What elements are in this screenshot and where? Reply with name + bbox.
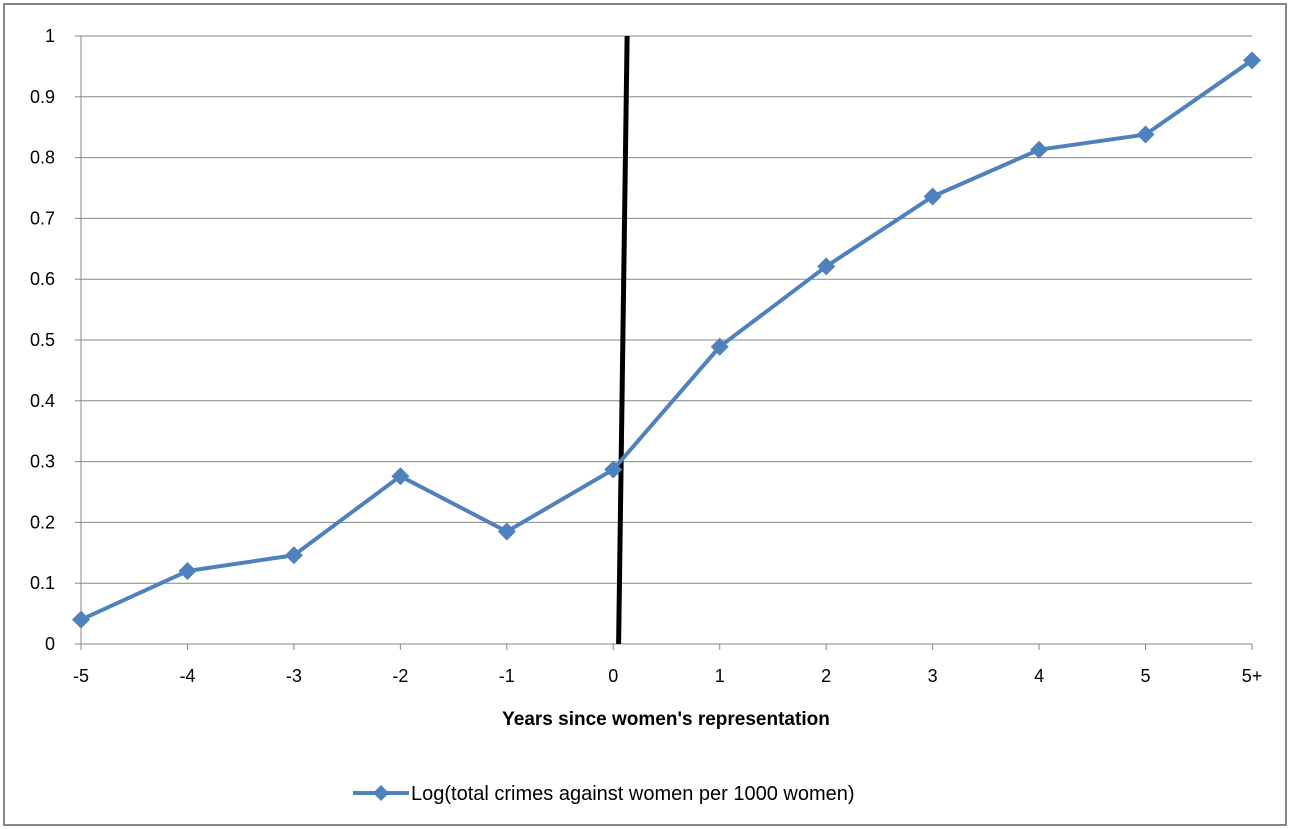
x-tick-label: -1 — [499, 666, 515, 686]
x-tick-label: -2 — [392, 666, 408, 686]
x-tick-label: -5 — [73, 666, 89, 686]
x-tick-label: 2 — [821, 666, 831, 686]
series-layer — [72, 51, 1261, 629]
legend: Log(total crimes against women per 1000 … — [353, 783, 855, 805]
reference-line — [616, 35, 630, 645]
y-tick-label: 0.3 — [30, 452, 55, 472]
y-tick-label: 0.4 — [30, 391, 55, 411]
data-point-marker — [284, 546, 303, 565]
chart-frame — [3, 3, 1287, 826]
x-tick-label: 5+ — [1242, 666, 1263, 686]
y-tick-label: 0.5 — [30, 330, 55, 350]
gridlines — [81, 35, 1252, 584]
legend-series-label: Log(total crimes against women per 1000 … — [411, 783, 855, 805]
y-tick-label: 0.7 — [30, 208, 55, 228]
data-point-marker — [178, 562, 197, 581]
y-tick-label: 0.1 — [30, 573, 55, 593]
x-tick-label: 0 — [608, 666, 618, 686]
tick-labels: 0 0.1 0.2 0.3 0.4 0.5 0.6 0.7 0.8 0.9 1 -5 -4 -3 -2 -1 0… — [30, 26, 1262, 686]
x-tick-label: -4 — [179, 666, 195, 686]
x-tick-label: 3 — [928, 666, 938, 686]
legend-series-marker — [373, 785, 389, 801]
data-point-marker — [604, 460, 623, 479]
y-tick-label: 0.9 — [30, 87, 55, 107]
x-tick-label: 5 — [1141, 666, 1151, 686]
series-line — [80, 58, 1254, 622]
data-point-marker — [72, 610, 90, 629]
x-tick-label: -3 — [286, 666, 302, 686]
data-point-marker — [710, 337, 729, 356]
y-tick-label: 0.8 — [30, 148, 55, 168]
data-point-marker — [497, 522, 516, 541]
x-tick-label: 1 — [715, 666, 725, 686]
y-tick-label: 0.6 — [30, 269, 55, 289]
data-point-marker — [391, 467, 410, 486]
y-tick-label: 0.2 — [30, 512, 55, 532]
data-point-marker — [1136, 125, 1155, 144]
data-point-marker — [1030, 140, 1049, 159]
axes — [75, 35, 1253, 650]
y-tick-label: 0 — [45, 634, 55, 654]
reference-line-layer — [616, 35, 630, 645]
data-point-marker — [817, 257, 836, 276]
y-tick-label: 1 — [45, 26, 55, 46]
data-point-marker — [923, 187, 942, 206]
x-axis-title: Years since women's representation — [502, 709, 830, 730]
data-point-marker — [1243, 51, 1261, 70]
x-tick-label: 4 — [1034, 666, 1044, 686]
